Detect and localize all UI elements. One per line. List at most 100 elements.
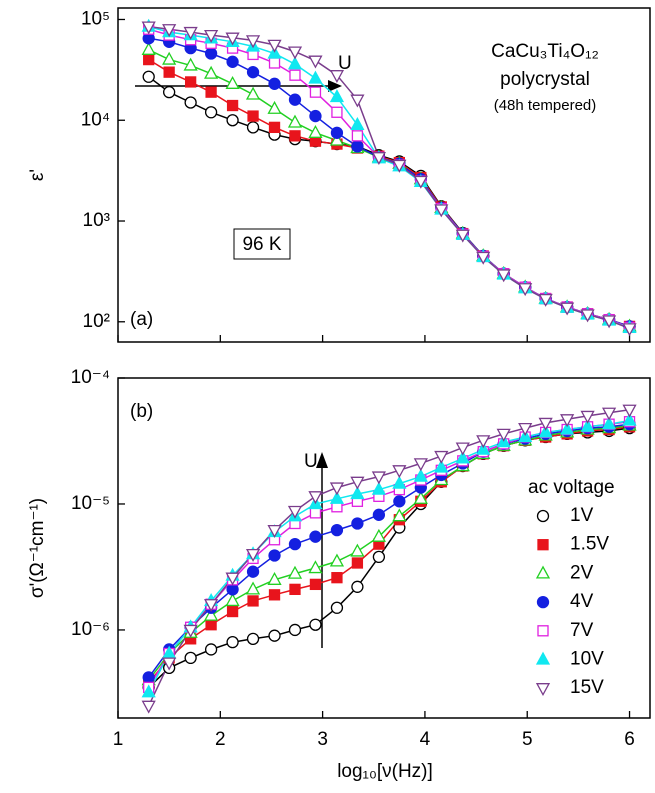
data-point [143, 53, 155, 66]
data-point [226, 114, 239, 127]
data-point [392, 159, 407, 173]
data-point [245, 548, 261, 562]
legend-label: 1V [570, 505, 594, 526]
data-point [289, 583, 301, 596]
data-point [371, 528, 386, 542]
data-point [308, 491, 323, 505]
x-axis-label: log₁₀[ν(Hz)] [337, 761, 433, 782]
data-point [268, 77, 281, 90]
frame-b [117, 377, 651, 719]
data-point [246, 66, 260, 79]
data-point [351, 557, 364, 569]
data-point [538, 417, 553, 431]
legend-label: 2V [570, 562, 594, 583]
data-point [331, 106, 343, 118]
data-point [329, 490, 345, 504]
data-point [413, 458, 428, 472]
series-line [148, 408, 630, 707]
y-tick-label: 10⁻⁵ [71, 493, 110, 514]
data-point [434, 459, 449, 473]
data-point [308, 124, 323, 138]
data-point [184, 76, 197, 88]
panel-label: (b) [130, 401, 153, 422]
data-point [601, 315, 617, 329]
data-point [329, 482, 345, 496]
data-point [162, 51, 177, 65]
arrow-head [328, 80, 342, 92]
data-point [496, 428, 511, 442]
series-line [148, 426, 630, 684]
annotation: U [338, 53, 352, 74]
data-point [560, 421, 575, 435]
legend-symbol [536, 595, 550, 609]
legend-label: 4V [570, 591, 594, 612]
y-tick-label: 10⁴ [81, 109, 110, 130]
legend-symbol [537, 625, 549, 637]
annotation: 96 K [242, 234, 281, 255]
y-axis-label: ε' [27, 169, 48, 181]
legend-title: ac voltage [528, 477, 615, 498]
data-point [226, 636, 239, 649]
data-point [246, 565, 260, 578]
data-point [351, 140, 364, 153]
series-line [148, 424, 630, 681]
y-tick-label: 10³ [83, 210, 110, 231]
data-point [309, 578, 322, 591]
data-point [309, 109, 322, 123]
data-point [205, 619, 217, 631]
data-point [141, 21, 156, 35]
legend-label: 15V [570, 677, 604, 698]
data-point [204, 599, 219, 613]
data-point [205, 86, 217, 98]
data-point [308, 560, 323, 574]
data-point [287, 46, 303, 60]
data-point [142, 70, 155, 83]
data-point [476, 441, 491, 455]
data-point [246, 121, 260, 134]
y-tick-label: 10² [83, 311, 110, 332]
x-tick-label: 2 [215, 729, 226, 750]
data-point [247, 595, 259, 607]
x-tick-label: 6 [624, 729, 635, 750]
data-point [204, 607, 219, 621]
label-box [233, 228, 291, 260]
y-axis-label: σ'(Ω⁻¹cm⁻¹) [27, 498, 48, 598]
data-point [184, 651, 197, 665]
data-point [371, 481, 386, 495]
series-line [148, 423, 630, 678]
data-point [247, 110, 259, 122]
data-point [204, 65, 219, 79]
data-point [162, 24, 177, 38]
data-point [308, 70, 323, 84]
data-point [309, 618, 322, 631]
data-point [518, 429, 533, 443]
legend-symbol [535, 651, 551, 665]
data-point [184, 96, 197, 109]
data-point [329, 89, 345, 103]
data-point [538, 424, 553, 438]
legend-symbol [535, 683, 551, 697]
data-point [141, 700, 156, 714]
data-point [350, 117, 365, 131]
data-point [622, 323, 637, 337]
data-point [476, 251, 491, 265]
data-point [289, 130, 301, 142]
data-point [413, 490, 428, 504]
data-point [288, 93, 302, 106]
annotation: (48h tempered) [494, 97, 597, 114]
data-point [560, 302, 575, 316]
data-point [538, 293, 553, 307]
data-point [455, 442, 470, 456]
data-point [329, 132, 345, 146]
annotation: CaCu₃Ti₄O₁₂ [491, 41, 599, 62]
data-point [268, 57, 281, 69]
data-point [226, 99, 239, 112]
legend-label: 1.5V [570, 534, 609, 555]
series-line [148, 420, 630, 688]
data-point [162, 657, 177, 671]
data-point [329, 553, 345, 567]
x-tick-label: 1 [113, 729, 124, 750]
data-point [268, 121, 281, 134]
data-point [350, 486, 365, 500]
